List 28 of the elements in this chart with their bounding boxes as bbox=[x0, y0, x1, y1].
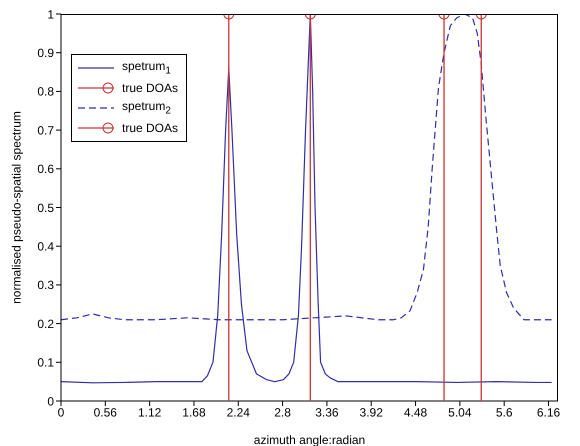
x-tick-label: 1.12 bbox=[138, 406, 162, 420]
x-tick-label: 3.92 bbox=[360, 406, 384, 420]
legend-label: spetrum$_{1}$ bbox=[122, 59, 171, 77]
x-tick-label: 4.48 bbox=[404, 406, 428, 420]
y-tick-label: 0.1 bbox=[37, 356, 54, 370]
x-tick-label: 3.36 bbox=[315, 406, 339, 420]
x-tick-label: 0 bbox=[58, 406, 65, 420]
x-tick-label: 5.6 bbox=[496, 406, 513, 420]
x-tick-label: 6.16 bbox=[536, 406, 561, 420]
x-tick-label: 5.04 bbox=[448, 406, 472, 420]
y-tick-label: 0.6 bbox=[37, 162, 54, 176]
x-tick-label: 2.8 bbox=[274, 406, 292, 420]
y-tick-label: 0.7 bbox=[37, 123, 54, 138]
legend-label: true DOAs bbox=[122, 121, 178, 135]
y-tick-label: 0.3 bbox=[37, 278, 54, 292]
y-tick-label: 1 bbox=[47, 7, 54, 22]
x-tick-label: 1.68 bbox=[182, 406, 206, 420]
y-tick-label: 0.8 bbox=[37, 84, 54, 99]
y-axis-title: normalised pseudo-spatial spectrum bbox=[9, 111, 24, 304]
y-tick-label: 0.2 bbox=[37, 316, 54, 331]
y-tick-label: 0.4 bbox=[37, 239, 54, 254]
y-tick-label: 0.5 bbox=[37, 200, 54, 215]
legend-label: spetrum$_{2}$ bbox=[122, 99, 171, 117]
y-tick-label: 0.9 bbox=[37, 46, 54, 60]
x-tick-label: 0.56 bbox=[94, 406, 118, 420]
x-tick-label: 2.24 bbox=[226, 406, 250, 420]
legend-label: true DOAs bbox=[122, 81, 178, 95]
y-tick-label: 0 bbox=[47, 394, 54, 408]
